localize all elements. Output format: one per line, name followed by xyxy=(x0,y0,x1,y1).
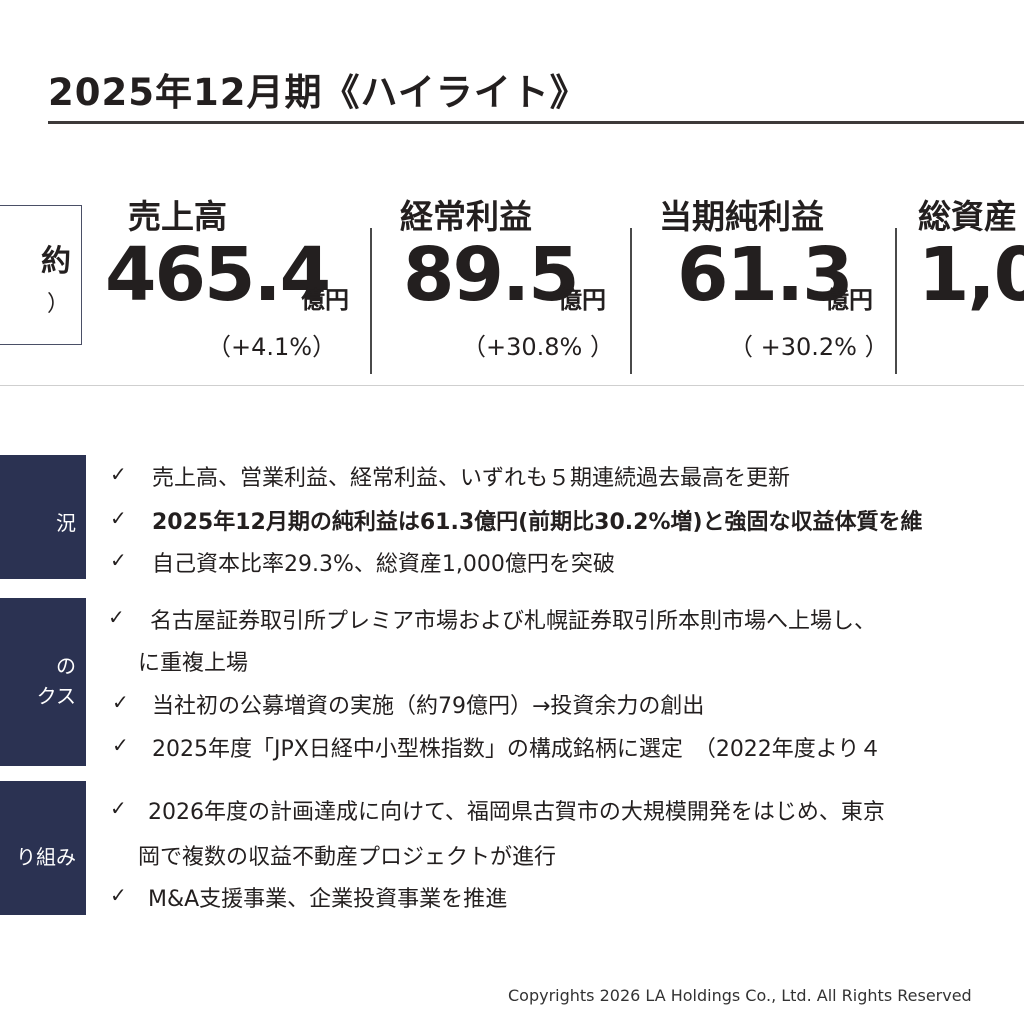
kpi-total-assets: 総資産 1,0 xyxy=(916,180,1024,375)
category-text: り組み xyxy=(16,845,76,869)
check-icon: ✓ xyxy=(110,462,127,486)
category-text: の xyxy=(56,654,76,678)
check-icon: ✓ xyxy=(110,548,127,572)
kpi-value: 1,0 xyxy=(918,232,1024,318)
list-item: 自己資本比率29.3%、総資産1,000億円を突破 xyxy=(152,552,615,577)
list-item: に重複上場 xyxy=(138,651,249,676)
copyright-footer: Copyrights 2026 LA Holdings Co., Ltd. Al… xyxy=(508,986,972,1005)
section-category-label: の クス xyxy=(0,598,86,766)
kpi-value: 89.5 xyxy=(403,232,580,318)
list-item: 当社初の公募増資の実施（約79億円）→投資余力の創出 xyxy=(152,694,705,719)
left-box-line-2: ） xyxy=(46,292,69,317)
page-title: 2025年12月期《ハイライト》 xyxy=(48,71,588,114)
kpi-separator xyxy=(630,228,632,374)
list-item: M&A支援事業、企業投資事業を推進 xyxy=(148,887,508,912)
kpi-net-income: 当期純利益 61.3 億円 （ +30.2% ） xyxy=(657,180,892,375)
list-item: 2025年度「JPX日経中小型株指数」の構成銘柄に選定 （2022年度より４ xyxy=(152,737,882,762)
kpi-unit: 億円 xyxy=(301,286,349,314)
category-text: 況 xyxy=(56,511,76,535)
list-item: 2026年度の計画達成に向けて、福岡県古賀市の大規模開発をはじめ、東京 xyxy=(148,800,885,825)
list-item: 岡で複数の収益不動産プロジェクトが進行 xyxy=(138,845,557,870)
kpi-unit: 億円 xyxy=(558,286,606,314)
kpi-ordinary-profit: 経常利益 89.5 億円 （+30.8% ） xyxy=(400,180,625,375)
list-item: 2025年12月期の純利益は61.3億円(前期比30.2%増)と強固な収益体質を… xyxy=(152,510,923,535)
category-text: クス xyxy=(36,684,76,708)
kpi-change: （+4.1%） xyxy=(207,333,337,361)
kpi-separator xyxy=(895,228,897,374)
kpi-value: 465.4 xyxy=(105,232,331,318)
check-icon: ✓ xyxy=(112,690,129,714)
kpi-label: 総資産 xyxy=(918,197,1017,236)
section-category-label: 況 xyxy=(0,455,86,579)
kpi-label: 経常利益 xyxy=(400,197,532,236)
kpi-sales: 売上高 465.4 億円 （+4.1%） xyxy=(105,180,365,375)
list-item: 名古屋証券取引所プレミア市場および札幌証券取引所本則市場へ上場し、 xyxy=(150,609,877,634)
kpi-separator xyxy=(370,228,372,374)
left-summary-box: 約 ） xyxy=(0,205,82,345)
kpi-label: 当期純利益 xyxy=(659,197,824,236)
kpi-change: （ +30.2% ） xyxy=(729,333,889,361)
kpi-change: （+30.8% ） xyxy=(462,333,614,361)
check-icon: ✓ xyxy=(112,733,129,757)
title-divider xyxy=(48,121,1024,124)
kpi-divider xyxy=(0,385,1024,386)
kpi-unit: 億円 xyxy=(825,286,873,314)
kpi-value: 61.3 xyxy=(677,232,854,318)
check-icon: ✓ xyxy=(108,605,125,629)
check-icon: ✓ xyxy=(110,506,127,530)
left-box-line-1: 約 xyxy=(41,244,71,279)
section-category-label: り組み xyxy=(0,781,86,915)
check-icon: ✓ xyxy=(110,796,127,820)
list-item: 売上高、営業利益、経常利益、いずれも５期連続過去最高を更新 xyxy=(152,466,791,491)
check-icon: ✓ xyxy=(110,883,127,907)
kpi-label: 売上高 xyxy=(128,197,227,236)
